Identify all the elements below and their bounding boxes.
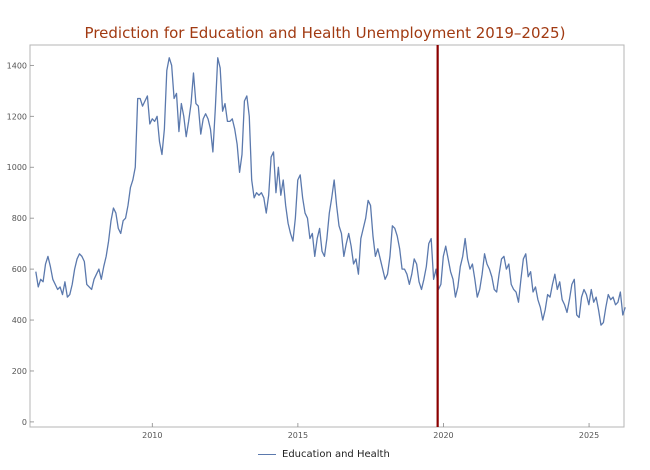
chart-title: Prediction for Education and Health Unem… xyxy=(84,24,566,42)
legend-swatch xyxy=(258,453,276,455)
plot-frame xyxy=(29,44,625,428)
y-tick-label: 0 xyxy=(22,418,27,427)
y-tick-label: 400 xyxy=(12,316,27,325)
x-tick-label: 2015 xyxy=(288,431,308,440)
x-tick-label: 2010 xyxy=(142,431,162,440)
x-tick-label: 2025 xyxy=(579,431,599,440)
y-axis-ticks: 0 200 400 600 800 1000 1200 1400 xyxy=(7,61,34,427)
y-tick-label: 800 xyxy=(12,214,27,223)
legend: Education and Health xyxy=(258,446,390,462)
x-axis-ticks: 2010 2015 2020 2025 xyxy=(142,423,599,440)
x-tick-label: 2020 xyxy=(433,431,453,440)
series-line-education-and-health xyxy=(35,57,626,326)
y-tick-label: 1000 xyxy=(7,163,27,172)
y-tick-label: 600 xyxy=(12,265,27,274)
y-tick-label: 200 xyxy=(12,367,27,376)
y-tick-label: 1200 xyxy=(7,112,27,121)
y-tick-label: 1400 xyxy=(7,61,27,70)
legend-label: Education and Health xyxy=(282,448,390,460)
